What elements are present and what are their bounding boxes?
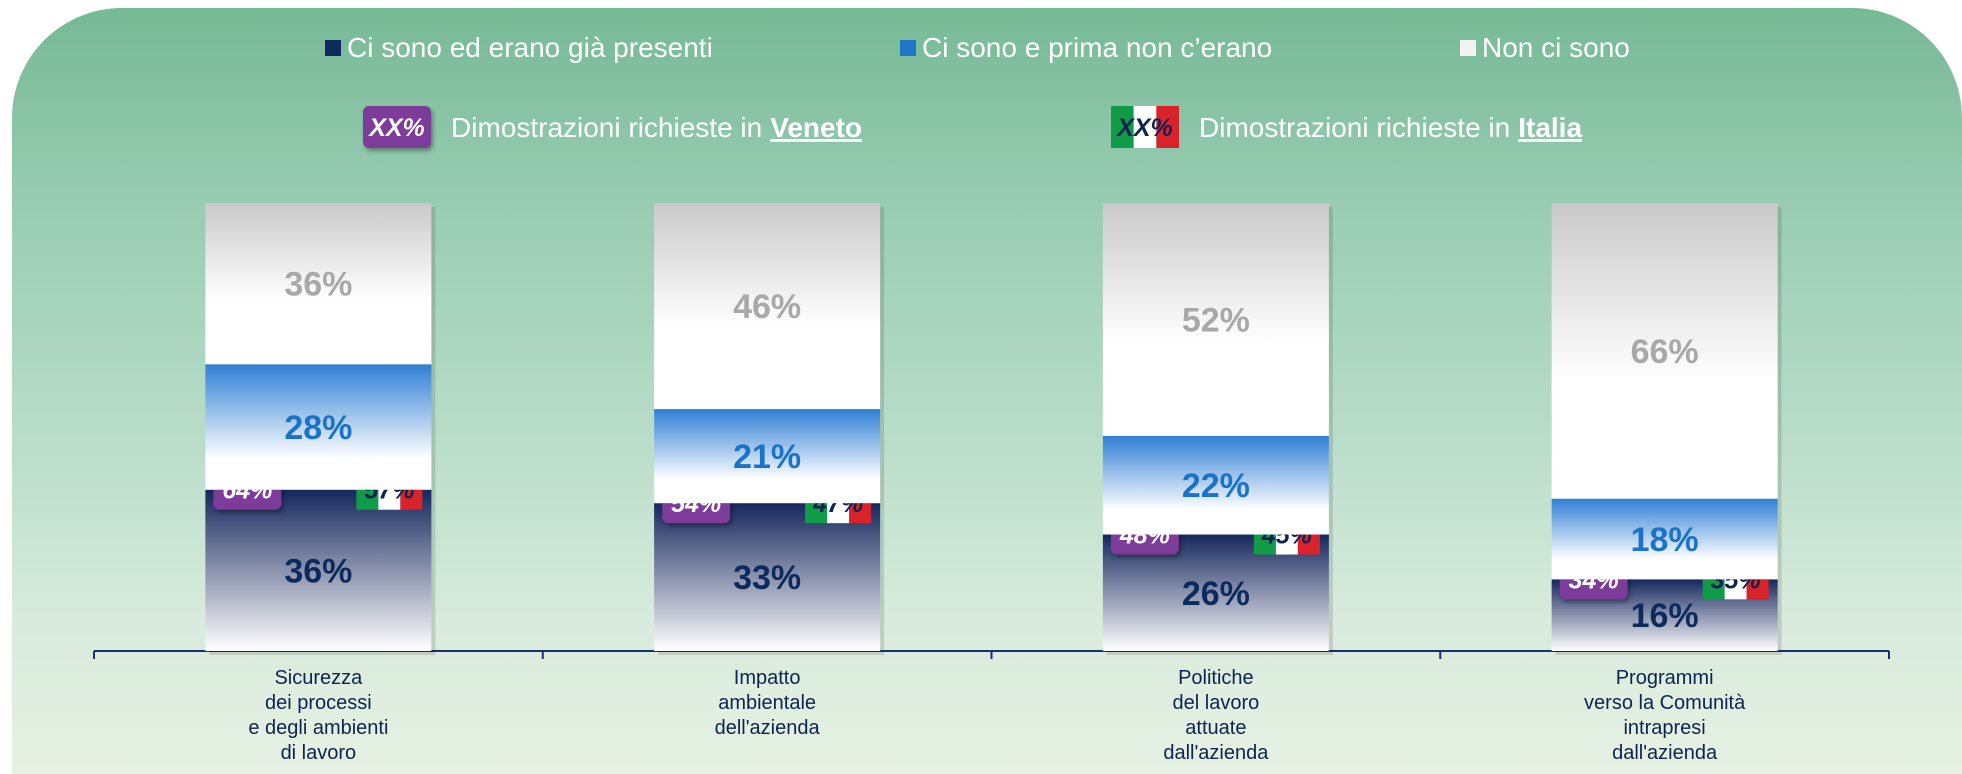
badge-label: XX% [367, 114, 425, 142]
bar-segment [1551, 498, 1778, 580]
badge-label: XX% [1115, 114, 1173, 142]
legend-label: Ci sono ed erano già presenti [347, 32, 713, 63]
bar-segment [205, 364, 432, 490]
bar-segment [654, 503, 881, 651]
value-label: 22% [1182, 467, 1250, 505]
legend-place: Italia [1518, 112, 1582, 143]
italia-badge: XX% [1111, 106, 1179, 148]
bar-segment [1102, 203, 1329, 436]
bar-segment [205, 203, 432, 365]
legend-place: Veneto [770, 112, 862, 143]
flag-red [1156, 106, 1179, 148]
value-label: 46% [733, 288, 801, 326]
value-label: 36% [284, 552, 352, 590]
category-label: Sicurezza dei processi e degli ambienti … [248, 667, 389, 764]
value-label: 16% [1631, 597, 1699, 635]
category-label: Programmi verso la Comunità intrapresi d… [1584, 667, 1746, 764]
bar-segment [654, 203, 881, 410]
value-label: 33% [733, 559, 801, 597]
value-label: 28% [284, 409, 352, 447]
veneto-badge: XX% [363, 106, 431, 148]
category-label: Politiche del lavoro attuate dall'aziend… [1163, 667, 1269, 764]
legend-text: Dimostrazioni richieste in [451, 112, 762, 143]
value-label: 18% [1631, 521, 1699, 559]
legend-swatch [325, 40, 341, 56]
legend-label: Dimostrazioni richieste in Italia [1199, 112, 1582, 143]
value-label: 21% [733, 438, 801, 476]
flag-white [1133, 106, 1157, 148]
value-label: 66% [1631, 333, 1699, 371]
legend-label: Non ci sono [1482, 32, 1630, 63]
bar-segment [1102, 435, 1329, 535]
value-label: 52% [1182, 301, 1250, 339]
badge-bg [363, 106, 431, 148]
legend-swatch [1460, 40, 1476, 56]
legend-text: Dimostrazioni richieste in [1199, 112, 1510, 143]
legend-label: Dimostrazioni richieste in Veneto [451, 112, 862, 143]
value-label: 26% [1182, 575, 1250, 613]
bar-segment [205, 489, 432, 651]
bar-segment [654, 409, 881, 504]
legend-swatch [900, 40, 916, 56]
value-label: 36% [284, 266, 352, 304]
legend-label: Ci sono e prima non c’erano [922, 32, 1272, 63]
flag-green [1111, 106, 1134, 148]
bar-segment [1551, 203, 1778, 499]
category-label: Impatto ambientale dell'azienda [714, 667, 820, 739]
